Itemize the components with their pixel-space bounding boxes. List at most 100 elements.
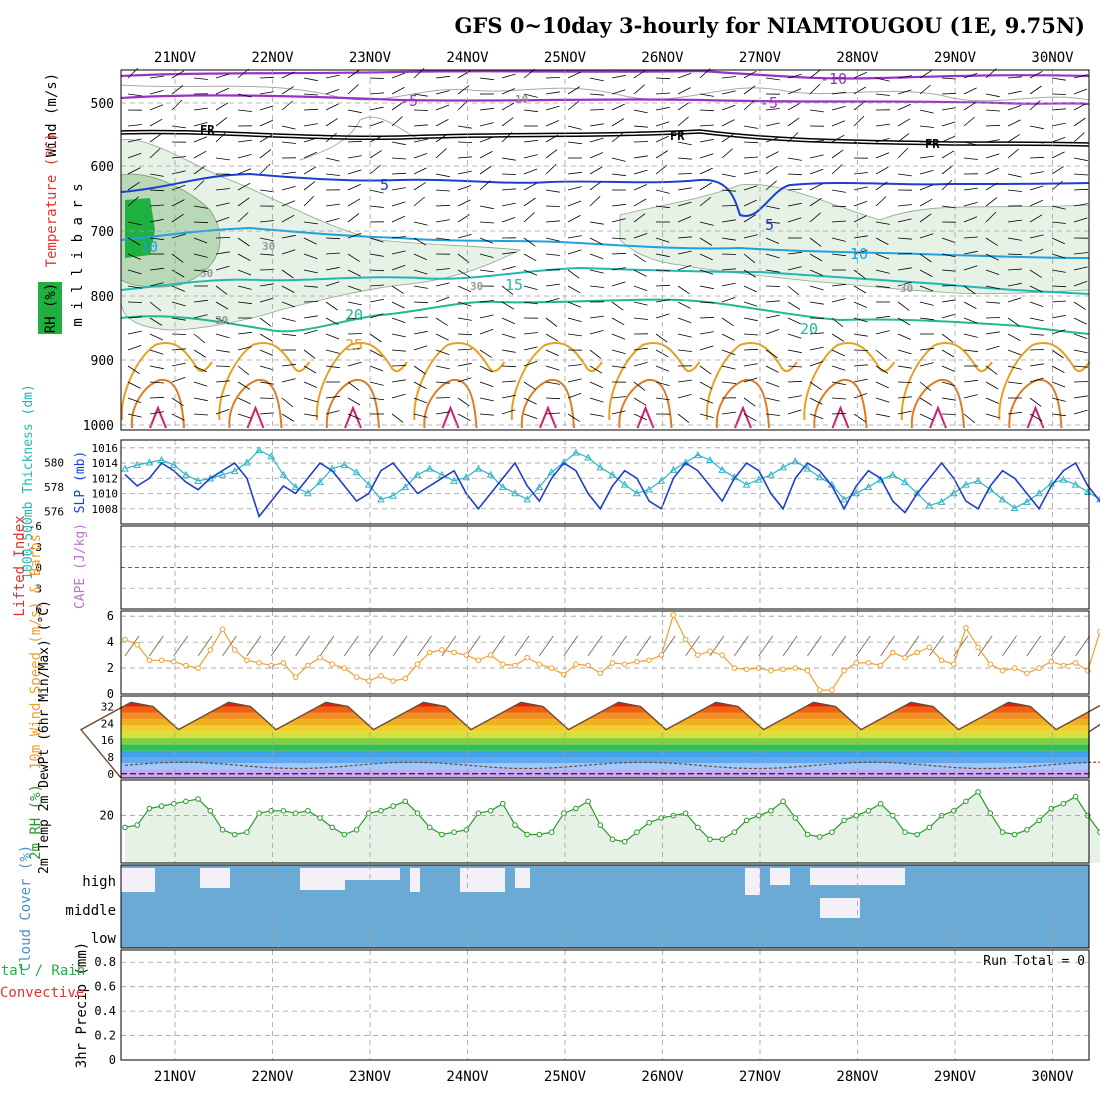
- wind-speed-point: [342, 666, 347, 671]
- wind-barb: [282, 201, 295, 206]
- wind-barb: [502, 334, 515, 338]
- wind-speed-point: [318, 655, 323, 660]
- surface-wind-barb: [783, 636, 797, 656]
- thickness-tick-label: 580: [44, 456, 64, 469]
- wind-barb: [656, 78, 670, 79]
- wind-barb: [590, 330, 604, 334]
- wind-barb: [524, 169, 537, 174]
- wind-barb: [502, 103, 514, 110]
- wind-barb: [546, 121, 559, 127]
- contour-label: 15: [505, 276, 523, 294]
- wind-barb: [920, 126, 934, 128]
- rh-point: [330, 825, 335, 830]
- wind-barb: [128, 94, 142, 96]
- wind-barb: [1074, 89, 1087, 94]
- wind-barb: [700, 94, 714, 96]
- wind-barb: [656, 334, 667, 342]
- wind-speed-point: [403, 676, 408, 681]
- wind-barb: [832, 121, 845, 126]
- wind-speed-point: [903, 655, 908, 660]
- wind-barb: [194, 151, 206, 158]
- rh-point: [415, 811, 420, 816]
- contour-label: -10: [820, 70, 847, 88]
- wind-speed-point: [891, 650, 896, 655]
- wind-speed-point: [208, 648, 213, 653]
- wind-barb: [392, 142, 406, 145]
- wind-barb: [898, 205, 912, 207]
- rh-point: [622, 839, 627, 844]
- lifted-index-label: Lifted Index: [12, 515, 28, 616]
- wind-barb: [634, 286, 647, 291]
- wind-barb: [546, 190, 560, 192]
- contour-label: 5: [380, 176, 389, 194]
- wind-speed-point: [574, 662, 579, 667]
- wind-barb: [986, 94, 1000, 97]
- wind-barb: [304, 350, 315, 358]
- wind-barb: [832, 284, 846, 286]
- wind-barb: [964, 380, 978, 382]
- wind-barb: [458, 334, 472, 335]
- wind-barb: [458, 363, 472, 366]
- wind-barb: [1052, 137, 1065, 142]
- wind-barb: [436, 283, 450, 286]
- wind-barb: [150, 134, 161, 142]
- wind-barb: [282, 398, 293, 407]
- surface-wind-barb: [466, 636, 480, 656]
- wind-barb: [854, 116, 864, 126]
- wind-barb: [392, 350, 406, 351]
- wind-barb: [260, 106, 273, 110]
- rh-point: [805, 832, 810, 837]
- wind-barb: [1074, 410, 1088, 414]
- wind-barb: [260, 318, 271, 326]
- wind-barb: [612, 104, 625, 110]
- wind-speed-point: [647, 658, 652, 663]
- wind-barb: [436, 220, 450, 222]
- wind-barb: [590, 382, 603, 388]
- wind-speed-point: [1061, 663, 1066, 668]
- surface-wind-barb: [734, 636, 748, 656]
- wind-barb: [502, 174, 516, 175]
- wind-barb: [502, 158, 516, 160]
- bottom-date-label: 29NOV: [934, 1069, 977, 1085]
- wind-barb: [546, 318, 557, 327]
- contour-label: 30: [470, 280, 483, 293]
- wind-barb: [700, 125, 714, 126]
- temperature-tick-label: 16: [101, 734, 114, 747]
- wind-barb: [942, 78, 956, 79]
- wind-barb: [986, 110, 1000, 111]
- wind-speed-point: [1000, 668, 1005, 673]
- isotherm-30: [424, 380, 476, 428]
- wind-speed-point: [976, 645, 981, 650]
- wind-barb: [304, 94, 318, 95]
- wind-barb: [458, 349, 472, 350]
- wind-speed-point: [720, 653, 725, 658]
- wind-barb: [986, 302, 1000, 303]
- wind-speed-point: [586, 663, 591, 668]
- surface-wind-barb: [661, 636, 675, 656]
- rh-point: [147, 806, 152, 811]
- wind-barb: [194, 382, 207, 386]
- wind-speed-point: [683, 637, 688, 642]
- wind-barb: [700, 332, 714, 334]
- wind-barb: [700, 317, 714, 318]
- wind-barb: [568, 250, 581, 254]
- wind-barb: [678, 334, 692, 337]
- wind-barb: [590, 254, 603, 259]
- wind-barb: [788, 381, 802, 382]
- wind-barb: [546, 398, 560, 399]
- wind-barb: [986, 414, 1000, 418]
- wind-barb: [656, 151, 668, 158]
- precip-axis-label: 3hr Precip (mm): [74, 942, 90, 1068]
- wind-barb: [832, 299, 846, 302]
- wind-barb: [810, 155, 824, 158]
- wind-speed-point: [196, 666, 201, 671]
- temperature-tick-label: 0: [107, 768, 114, 781]
- wind-barb: [282, 414, 294, 421]
- wind-barb: [458, 234, 472, 238]
- wind-barb: [634, 126, 648, 127]
- rh-point: [793, 816, 798, 821]
- wind-speed-point: [415, 662, 420, 667]
- wind-barb: [414, 168, 427, 174]
- wind-barb: [788, 189, 802, 190]
